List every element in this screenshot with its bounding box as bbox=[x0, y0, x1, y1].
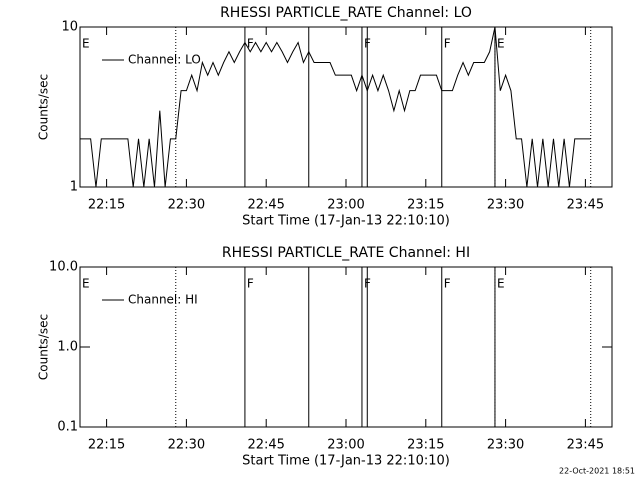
flag-label: E bbox=[497, 37, 505, 51]
flag-label: E bbox=[497, 277, 505, 291]
y-tick-label: 10.0 bbox=[49, 260, 78, 275]
flag-label: F bbox=[247, 277, 254, 291]
x-tick-label: 22:45 bbox=[247, 198, 284, 213]
y-tick-label: 1.0 bbox=[57, 340, 78, 355]
chart-title: RHESSI PARTICLE_RATE Channel: HI bbox=[222, 245, 470, 261]
flag-label: F bbox=[247, 37, 254, 51]
x-tick-label: 23:30 bbox=[487, 438, 524, 453]
y-tick-label: 1 bbox=[70, 180, 78, 195]
y-tick-label: 0.1 bbox=[57, 420, 78, 435]
flag-label: F bbox=[364, 37, 371, 51]
flag-label: E bbox=[82, 277, 90, 291]
x-tick-label: 23:15 bbox=[407, 438, 444, 453]
flag-label: F bbox=[444, 277, 451, 291]
flag-label: F bbox=[444, 37, 451, 51]
y-axis-label: Counts/sec bbox=[37, 314, 51, 380]
x-tick-label: 23:30 bbox=[487, 198, 524, 213]
x-tick-label: 23:00 bbox=[327, 198, 364, 213]
x-tick-label: 22:45 bbox=[247, 438, 284, 453]
flag-label: E bbox=[82, 37, 90, 51]
data-line bbox=[80, 26, 591, 188]
y-axis-label: Counts/sec bbox=[37, 74, 51, 140]
legend-label: Channel: HI bbox=[128, 293, 198, 307]
y-tick-label: 10 bbox=[61, 20, 78, 35]
footer: 22-Oct-2021 18:51 bbox=[559, 467, 635, 476]
x-tick-label: 23:45 bbox=[567, 198, 604, 213]
x-tick-label: 22:15 bbox=[88, 198, 125, 213]
x-axis-label: Start Time (17-Jan-13 22:10:10) bbox=[242, 454, 450, 469]
legend-label: Channel: LO bbox=[128, 53, 201, 67]
x-tick-label: 23:15 bbox=[407, 198, 444, 213]
x-axis-label: Start Time (17-Jan-13 22:10:10) bbox=[242, 214, 450, 229]
x-tick-label: 22:15 bbox=[88, 438, 125, 453]
chart-title: RHESSI PARTICLE_RATE Channel: LO bbox=[220, 5, 472, 21]
x-tick-label: 22:30 bbox=[168, 198, 205, 213]
x-tick-label: 23:00 bbox=[327, 438, 364, 453]
x-tick-label: 22:30 bbox=[168, 438, 205, 453]
x-tick-label: 23:45 bbox=[567, 438, 604, 453]
flag-label: F bbox=[364, 277, 371, 291]
